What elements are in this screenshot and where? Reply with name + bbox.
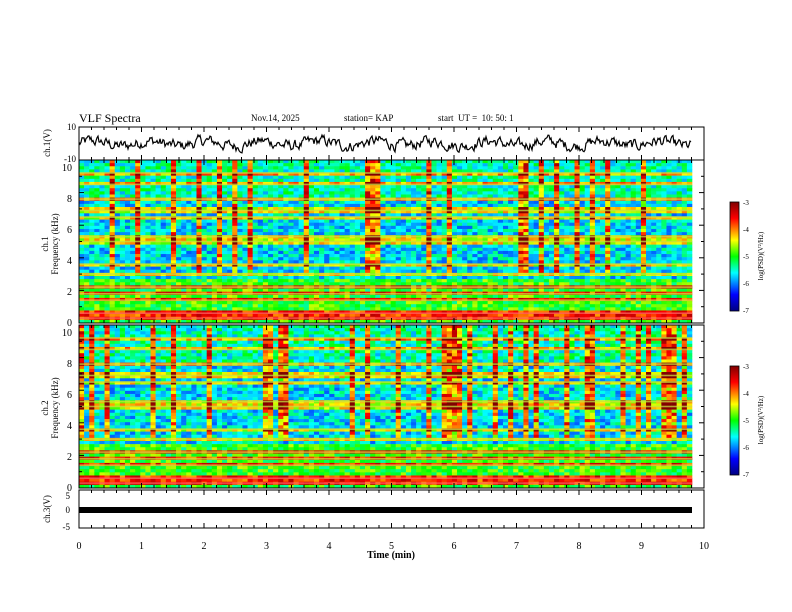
ch3-ytick-5: 5 — [66, 491, 71, 501]
colorbar-ch1: -3 -4 -5 -6 -7 log(PSD)(V²/Hz) — [729, 199, 765, 315]
ch2-ylabel: ch.2 — [40, 400, 50, 415]
xtick-7: 7 — [514, 541, 519, 552]
station-label: station= KAP — [344, 113, 394, 123]
chart-title: VLF Spectra — [79, 111, 141, 125]
ch2-ytick-4: 4 — [67, 421, 72, 432]
cb2-tick-m5: -5 — [743, 417, 749, 425]
ch1-ylabel-frequency: Frequency (kHz) — [50, 213, 60, 274]
cb2-tick-m4: -4 — [743, 390, 749, 398]
cb2-tick-m7: -7 — [743, 471, 749, 479]
ch1-ytick-6: 6 — [67, 225, 72, 236]
ch1-waveform-line — [78, 133, 692, 154]
ch1-ylabel: ch.1 — [40, 236, 50, 251]
ch2-ytick-0: 0 — [67, 483, 72, 494]
ch1-ytick-4: 4 — [67, 256, 72, 267]
colorbar-ch2: -3 -4 -5 -6 -7 log(PSD)(V²/Hz) — [729, 363, 765, 479]
ch1-ytick-10: 10 — [62, 163, 72, 174]
ch2-ytick-8: 8 — [67, 359, 72, 370]
ch3-ylabel: ch.3(V) — [42, 495, 52, 523]
cb1-tick-m5: -5 — [743, 253, 749, 261]
cb1-tick-m6: -6 — [743, 280, 749, 288]
xtick-5: 5 — [389, 541, 394, 552]
x-axis-label: Time (min) — [367, 550, 415, 561]
ch2-ytick-6: 6 — [67, 390, 72, 401]
ch2-ylabel-frequency: Frequency (kHz) — [50, 377, 60, 438]
xtick-8: 8 — [577, 541, 582, 552]
ch2-ytick-2: 2 — [67, 452, 72, 463]
ch1-ytick-top: 10 — [67, 122, 77, 132]
ch1-spectrogram-panel: 0 2 4 6 8 10 ch.1 Frequency (kHz) — [40, 159, 705, 329]
cb1-tick-m7: -7 — [743, 307, 749, 315]
ch2-ytick-10: 10 — [62, 328, 72, 339]
cb2-label: log(PSD)(V²/Hz) — [757, 395, 765, 444]
ch1-spectrogram-image — [79, 160, 693, 324]
cb1-label: log(PSD)(V²/Hz) — [757, 231, 765, 280]
xtick-10: 10 — [699, 541, 709, 552]
xtick-9: 9 — [639, 541, 644, 552]
ch1-ytick-0: 0 — [67, 318, 72, 329]
start-time-label: start UT = 10: 50: 1 — [438, 113, 514, 123]
cb2-tick-m3: -3 — [743, 363, 749, 371]
ch1-ytick-2: 2 — [67, 287, 72, 298]
xtick-3: 3 — [264, 541, 269, 552]
cb1-tick-m4: -4 — [743, 226, 749, 234]
ch1-ytick-8: 8 — [67, 194, 72, 205]
ch1-ytick-bottom: -10 — [64, 154, 76, 164]
ch2-spectrogram-image — [79, 325, 693, 489]
ch3-ytick-0: 0 — [66, 505, 71, 515]
date-label: Nov.14, 2025 — [251, 113, 300, 123]
xtick-6: 6 — [452, 541, 457, 552]
x-axis: 0 1 2 3 4 5 6 7 8 9 10 Time (min) — [77, 541, 710, 561]
xtick-4: 4 — [327, 541, 332, 552]
ch2-spectrogram-panel: 0 2 4 6 8 10 ch.2 Frequency (kHz) — [40, 324, 705, 494]
xtick-1: 1 — [139, 541, 144, 552]
xtick-0: 0 — [77, 541, 82, 552]
cb1-tick-m3: -3 — [743, 199, 749, 207]
cb2-tick-m6: -6 — [743, 444, 749, 452]
ch1-ylabel: ch.1(V) — [42, 129, 52, 157]
ch3-ytick-neg5: -5 — [63, 522, 71, 532]
ch3-constant-line — [79, 507, 692, 513]
xtick-2: 2 — [202, 541, 207, 552]
